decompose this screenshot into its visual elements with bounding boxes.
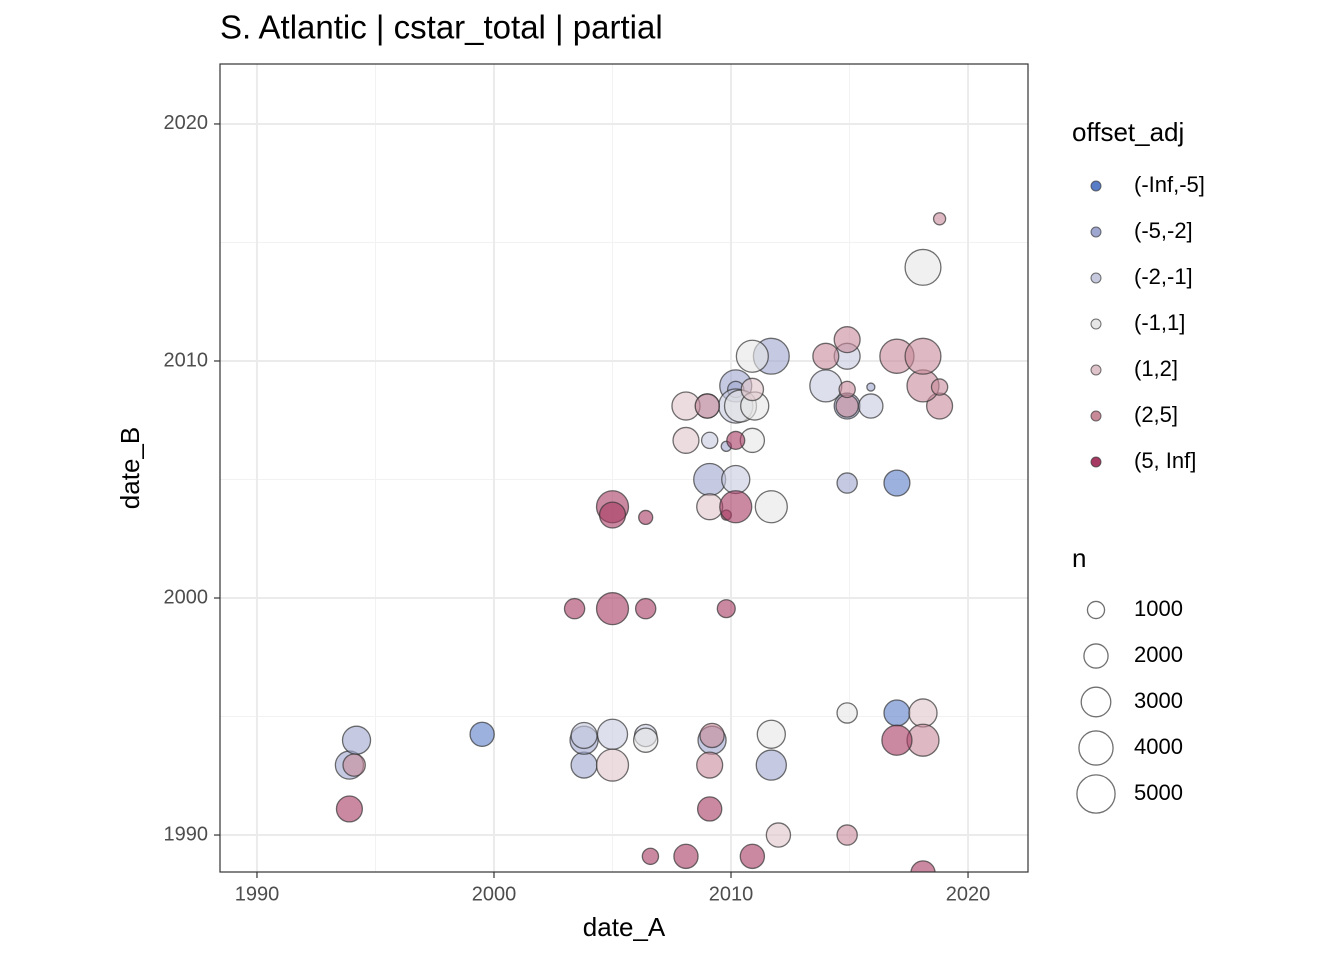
point [755, 749, 787, 781]
point [595, 592, 630, 626]
point [570, 751, 598, 779]
point [700, 431, 719, 450]
point [881, 724, 913, 756]
size-legend-title: n [1072, 543, 1086, 573]
size-legend-label: 5000 [1134, 780, 1183, 805]
point [693, 462, 727, 497]
point [858, 393, 884, 419]
point [833, 326, 861, 354]
y-tick-label: 2010 [164, 349, 209, 371]
point [836, 824, 858, 846]
size-legend-label: 1000 [1134, 596, 1183, 621]
point [335, 795, 364, 823]
point [739, 843, 766, 870]
point [632, 727, 659, 753]
point [595, 748, 630, 782]
point [719, 490, 753, 524]
point [596, 718, 629, 750]
legend-label: (1,2] [1134, 356, 1178, 381]
point [756, 719, 786, 749]
point [721, 464, 751, 495]
legend-key [1090, 226, 1102, 238]
point [638, 509, 654, 526]
point [694, 393, 721, 419]
point [812, 342, 840, 370]
legend-key [1090, 456, 1102, 468]
legend-label: (2,5] [1134, 402, 1178, 427]
chart-title: S. Atlantic | cstar_total | partial [220, 9, 663, 46]
point [809, 369, 843, 403]
size-legend-label: 4000 [1134, 734, 1183, 759]
point [673, 843, 699, 870]
y-tick-label: 1990 [164, 823, 209, 845]
point [836, 472, 858, 494]
point [570, 721, 598, 750]
point [908, 698, 938, 728]
point [469, 721, 495, 748]
point [716, 599, 736, 619]
size-legend-key [1078, 730, 1114, 766]
point [634, 597, 657, 620]
point [866, 382, 876, 392]
legend-label: (-Inf,-5] [1134, 172, 1205, 197]
grid [220, 64, 1028, 872]
point [838, 380, 856, 399]
legend-key [1090, 180, 1102, 192]
legend-key [1090, 364, 1102, 376]
point [735, 339, 769, 373]
point [835, 394, 859, 418]
point [341, 725, 372, 755]
x-tick-label: 2010 [709, 883, 754, 905]
legend-title: offset_adj [1072, 117, 1184, 147]
size-legend-key [1083, 643, 1109, 669]
point [932, 212, 947, 226]
size-legend-key [1080, 686, 1112, 718]
legend-label: (-5,-2] [1134, 218, 1193, 243]
point [598, 501, 627, 529]
x-tick-label: 2000 [472, 883, 517, 905]
point [641, 847, 660, 866]
size-legend-label: 3000 [1134, 688, 1183, 713]
x-axis-title: date_A [583, 912, 666, 942]
point [672, 426, 700, 454]
point [904, 248, 942, 286]
panel-border [219, 63, 1029, 873]
legend-label: (5, Inf] [1134, 448, 1196, 473]
size-legend-key [1086, 600, 1106, 620]
point [910, 860, 936, 872]
point [754, 490, 788, 524]
point [696, 796, 723, 822]
size-legend-label: 2000 [1134, 642, 1183, 667]
point [696, 493, 724, 521]
point [883, 699, 911, 727]
legend-key [1090, 272, 1102, 284]
x-tick-label: 1990 [235, 883, 280, 905]
legend-key [1090, 318, 1102, 330]
y-axis-title: date_B [115, 427, 145, 509]
y-tick-label: 2000 [164, 586, 209, 608]
legend-key [1090, 410, 1102, 422]
legend-label: (-1,1] [1134, 310, 1185, 335]
point [699, 722, 725, 749]
size-legend-key [1076, 774, 1116, 814]
point [696, 751, 724, 779]
point [904, 337, 942, 375]
point [740, 377, 765, 402]
point [883, 469, 911, 497]
point [726, 430, 746, 450]
points [334, 212, 954, 872]
point [765, 822, 792, 848]
point [563, 597, 586, 620]
y-tick-label: 2020 [164, 112, 209, 134]
x-tick-label: 2020 [946, 883, 991, 905]
point [342, 753, 366, 777]
legend-label: (-2,-1] [1134, 264, 1193, 289]
point [930, 378, 949, 396]
point [836, 702, 858, 724]
